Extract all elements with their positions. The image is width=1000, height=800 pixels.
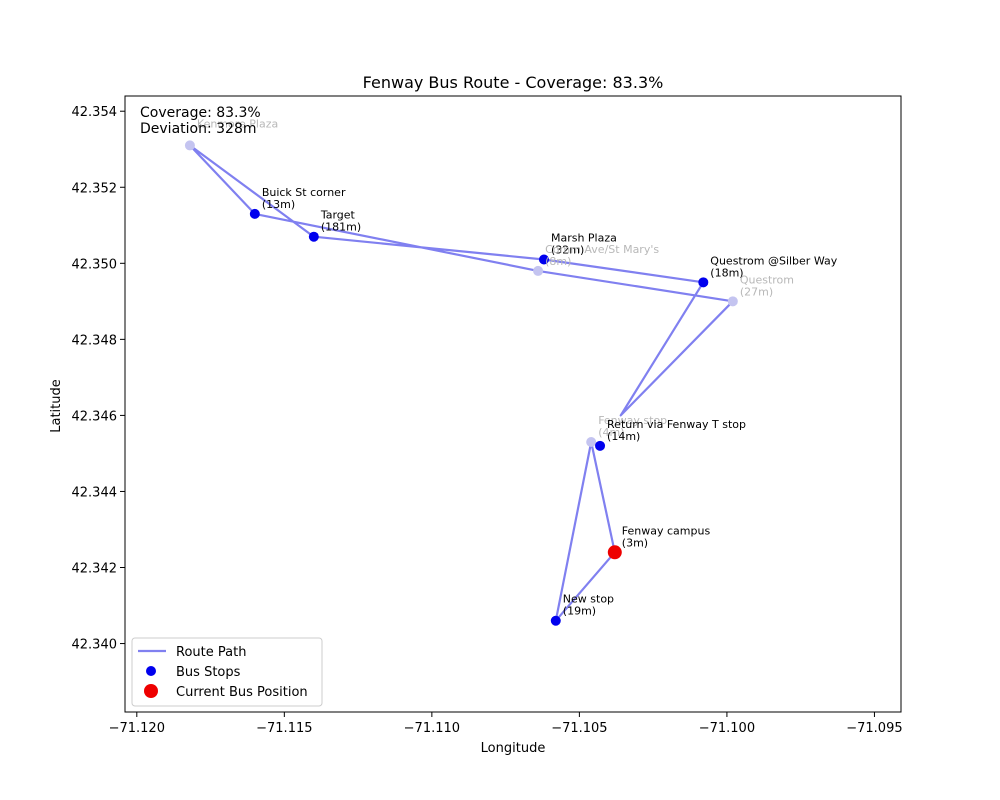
stop-label: Target (181m) [320, 209, 361, 234]
y-tick-label: 42.348 [72, 333, 118, 348]
stop-label-line: (14m) [607, 430, 640, 443]
stop-label-line: (18m) [710, 266, 743, 279]
stop-label-line: (4m) [598, 426, 624, 439]
stop-label-line: Return via Fenway T stop [607, 418, 746, 431]
bus-stop-point [550, 615, 561, 626]
y-tick-label: 42.354 [72, 105, 118, 120]
stop-label-line: (181m) [321, 221, 361, 234]
x-tick-label: −71.115 [256, 721, 312, 736]
stop-label: Buick St corner (13m) [262, 186, 346, 211]
x-tick-label: −71.120 [109, 721, 165, 736]
stop-label-line: (3m) [622, 536, 648, 549]
bus-stop-point [308, 231, 319, 242]
stop-label: Fenway campus (3m) [622, 524, 711, 549]
route-path-layer [189, 144, 734, 622]
bus-stop-point [249, 208, 260, 219]
bus-stop-point [727, 296, 738, 307]
stop-label-line: Kenmore Plaza [197, 117, 278, 130]
stop-label: Questrom (27m) [740, 273, 794, 298]
legend-label: Route Path [176, 645, 246, 660]
stop-label-line: Questrom @Silber Way [710, 254, 837, 267]
stop-label: Questrom @Silber Way (18m) [710, 254, 837, 279]
y-tick-label: 42.352 [72, 181, 118, 196]
chart-title: Fenway Bus Route - Coverage: 83.3% [363, 73, 664, 92]
deviation-text: Deviation: 328m [140, 121, 257, 137]
stop-label-line: (27m) [740, 285, 773, 298]
plot-frame [124, 95, 902, 713]
x-axis: −71.120 −71.115 −71.110 −71.105 −71.100 −71.0… [109, 712, 903, 736]
legend-marker-swatch [146, 666, 156, 676]
legend-box [131, 637, 323, 707]
bus-stop-point [595, 440, 606, 451]
legend-label: Current Bus Position [176, 685, 308, 700]
y-tick-label: 42.350 [72, 257, 118, 272]
bus-stops-layer [184, 140, 738, 626]
coverage-text: Coverage: 83.3% [140, 105, 261, 121]
stop-label-line: Buick St corner [262, 186, 346, 199]
info-box: Coverage: 83.3% Deviation: 328m [140, 105, 261, 137]
stop-label-line: Fenway stop [598, 414, 667, 427]
stop-label: Fenway stop (4m) [598, 414, 667, 439]
bus-stop-point [533, 265, 544, 276]
current-bus-position-point [607, 545, 622, 560]
stop-label-line: New stop [563, 593, 614, 606]
x-axis-title: Longitude [481, 741, 546, 756]
bus-stop-point [538, 254, 549, 265]
stop-label: Comm Ave/St Mary's (8m) [545, 243, 659, 268]
plot-background [125, 96, 901, 712]
stop-label-line: Marsh Plaza [551, 232, 617, 245]
y-tick-label: 42.340 [72, 638, 118, 653]
y-axis-title: Latitude [49, 379, 64, 433]
stop-label-line: (8m) [545, 255, 571, 268]
stop-label: New stop (19m) [563, 593, 614, 618]
stop-label-line: (32m) [551, 244, 584, 257]
stop-label-line: (19m) [563, 605, 596, 618]
stop-label: Return via Fenway T stop (14m) [607, 418, 746, 443]
legend-marker-swatch [144, 684, 158, 698]
legend-items: Route Path Bus Stops Current Bus Position [138, 645, 308, 700]
stop-label-line: Comm Ave/St Mary's [545, 243, 659, 256]
y-tick-label: 42.346 [72, 409, 118, 424]
stop-label: Kenmore Plaza [197, 117, 278, 130]
legend: Route Path Bus Stops Current Bus Position [131, 637, 323, 707]
route-path-line [554, 440, 616, 622]
stop-label-line: (13m) [262, 198, 295, 211]
stop-label-line: Questrom [740, 273, 794, 286]
bus-stop-point [698, 277, 709, 288]
y-tick-label: 42.344 [72, 485, 118, 500]
x-tick-label: −71.095 [846, 721, 902, 736]
stop-label: Marsh Plaza (32m) [551, 232, 617, 257]
legend-label: Bus Stops [176, 665, 241, 680]
route-path-line [189, 144, 734, 417]
bus-stop-point [184, 140, 195, 151]
y-tick-label: 42.342 [72, 562, 118, 577]
x-tick-label: −71.105 [551, 721, 607, 736]
x-tick-label: −71.110 [404, 721, 460, 736]
y-axis: 42.340 42.342 42.344 42.346 42.348 42.350 42.3… [72, 105, 125, 653]
bus-stop-point [586, 437, 597, 448]
stop-label-line: Target [320, 209, 356, 222]
stop-label-line: Fenway campus [622, 524, 711, 537]
x-tick-label: −71.100 [699, 721, 755, 736]
